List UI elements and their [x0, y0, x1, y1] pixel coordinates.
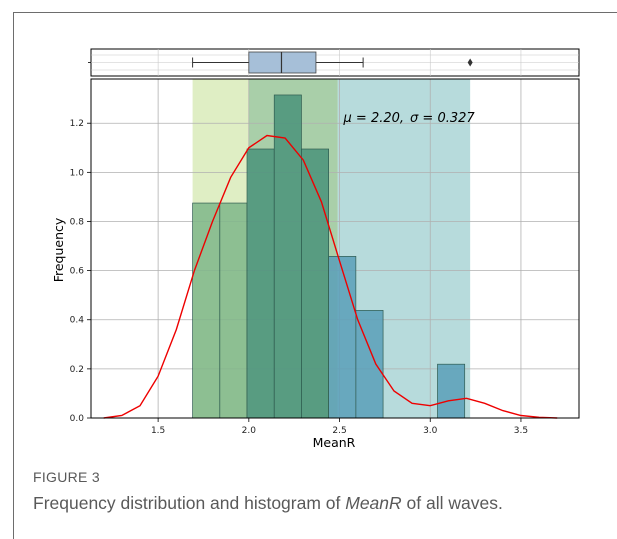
figure-label: FIGURE 3 [33, 469, 100, 485]
caption-text-italic: MeanR [345, 493, 402, 513]
main-axes-frame [90, 78, 580, 419]
caption-text-end: of all waves. [401, 493, 503, 513]
figure-caption: Frequency distribution and histogram of … [33, 493, 503, 514]
histogram-bar [219, 202, 248, 419]
x-tick-label: 2.5 [332, 426, 346, 436]
x-tick-label: 1.5 [151, 426, 165, 436]
histogram-panel: 1.5 2.0 2.5 3.0 3.5 0.0 0.2 0.4 0.6 0.8 1.0 1.2 μ = … [70, 78, 580, 436]
boxplot-outlier [467, 58, 473, 67]
y-tick-label: 0.8 [70, 217, 85, 227]
y-axis-label: Frequency [51, 217, 66, 282]
histogram-bar [437, 363, 466, 419]
histogram-bar [328, 256, 357, 419]
y-tick-label: 0.0 [70, 414, 85, 424]
histogram-bar [301, 148, 330, 419]
y-tick-label: 0.2 [70, 365, 84, 375]
y-tick-label: 1.0 [70, 168, 85, 178]
x-tick-label: 2.0 [242, 426, 257, 436]
caption-text-start: Frequency distribution and histogram of [33, 493, 346, 513]
histogram-bar [246, 148, 275, 419]
boxplot-box [248, 51, 317, 74]
y-tick-label: 1.2 [70, 119, 84, 129]
kde-curve [103, 134, 558, 419]
y-tick-label: 0.4 [70, 316, 85, 326]
histogram-chart: 1.5 2.0 2.5 3.0 3.5 0.0 0.2 0.4 0.6 0.8 1.0 1.2 μ = … [51, 48, 580, 450]
stats-annotation: μ = 2.20, σ = 0.327 [343, 111, 476, 126]
figure-frame [13, 12, 617, 539]
x-tick-label: 3.5 [514, 426, 528, 436]
boxplot-panel [88, 48, 580, 77]
x-axis-label: MeanR [313, 435, 356, 450]
y-tick-label: 0.6 [70, 267, 85, 277]
histogram-bar [273, 94, 302, 419]
histogram-bar [192, 202, 221, 419]
x-tick-label: 3.0 [423, 426, 438, 436]
